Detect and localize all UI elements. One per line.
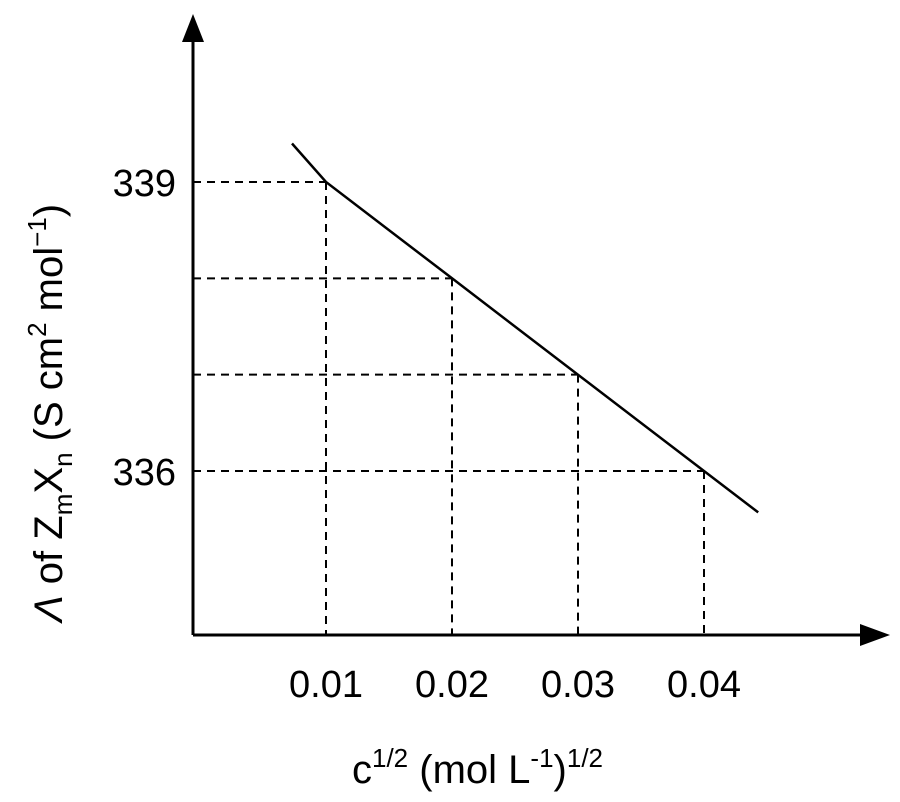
axes [182, 14, 890, 646]
y-axis-arrow [182, 14, 204, 42]
x-tick-label-3: 0.03 [541, 664, 615, 706]
dashed-guides [193, 181, 705, 635]
y-tick-label-1: 339 [113, 163, 176, 205]
x-tick-label-4: 0.04 [667, 664, 741, 706]
x-tick-label-1: 0.01 [289, 664, 363, 706]
y-tick-label-2: 336 [113, 452, 176, 494]
tick-labels: 0.01 0.02 0.03 0.04 339 336 [113, 163, 741, 706]
y-axis-title: Λ of ZmXn (S cm2 mol−1) [22, 204, 78, 624]
series-line-1 [291, 142, 759, 514]
x-axis-arrow [860, 624, 890, 646]
x-tick-label-2: 0.02 [415, 664, 489, 706]
series-layer [291, 142, 759, 514]
x-axis-title: c1/2 (mol L-1)1/2 [352, 743, 603, 792]
